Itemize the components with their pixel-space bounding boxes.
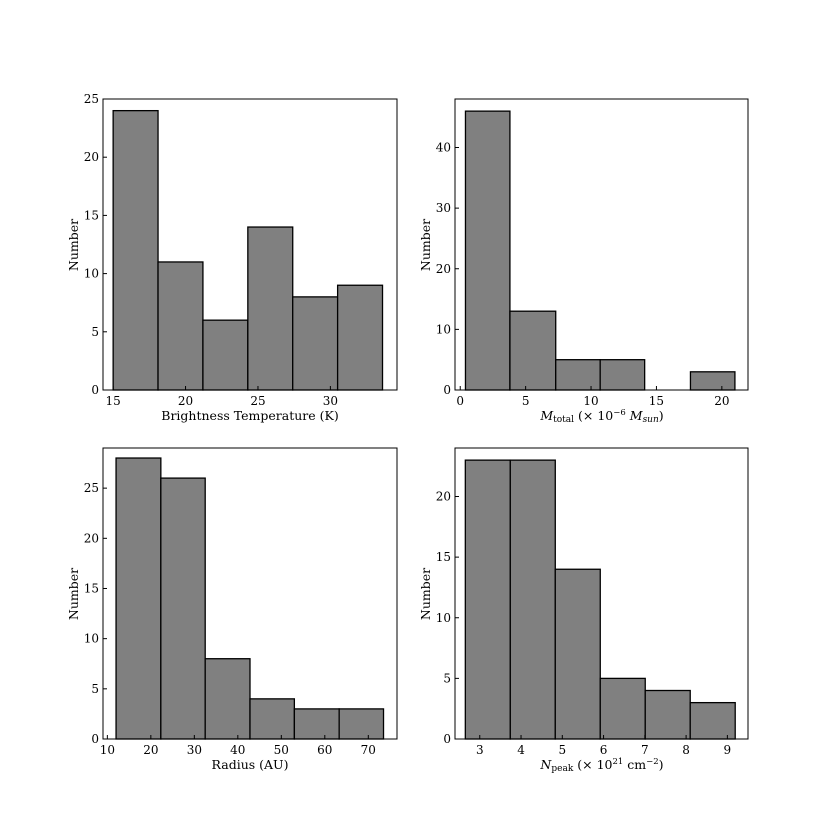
x-tick-label-radius-20: 20 — [143, 743, 158, 757]
histogram-bar-radius-2 — [204, 658, 251, 740]
histogram-bar-radius-0 — [115, 457, 162, 740]
histogram-bar-radius-4 — [293, 708, 340, 740]
histogram-bar-brightness-temperature-0 — [112, 109, 159, 391]
x-tick-label-total-mass-15: 15 — [649, 394, 664, 408]
x-tick-label-peak-column-density-9: 9 — [724, 743, 732, 757]
y-tick-label-brightness-temperature-5: 5 — [91, 325, 99, 339]
histogram-bar-total-mass-5 — [689, 371, 736, 391]
histogram-bar-peak-column-density-0 — [464, 459, 511, 740]
y-tick-label-brightness-temperature-15: 15 — [84, 208, 99, 222]
histogram-bar-brightness-temperature-1 — [157, 261, 204, 391]
histogram-bar-peak-column-density-1 — [509, 459, 556, 740]
histogram-bar-total-mass-3 — [599, 359, 646, 391]
x-tick-label-radius-30: 30 — [187, 743, 202, 757]
x-tick-label-total-mass-5: 5 — [522, 394, 530, 408]
x-tick-label-radius-40: 40 — [230, 743, 245, 757]
y-tick-label-radius-15: 15 — [84, 581, 99, 595]
y-tick-label-total-mass-0: 0 — [443, 383, 451, 397]
x-tick-label-peak-column-density-6: 6 — [600, 743, 608, 757]
x-tick-label-total-mass-10: 10 — [583, 394, 598, 408]
x-tick-label-peak-column-density-3: 3 — [476, 743, 484, 757]
xlabel-total-mass: Mtotal (× 10−6 Msun) — [539, 408, 663, 425]
ylabel-number-0: Number — [66, 219, 81, 271]
panel-total-mass: Mtotal (× 10−6 Msun) Number 0 5 10 15 20 0 10 2… — [418, 98, 749, 425]
ylabel-number-3: Number — [418, 568, 433, 620]
x-tick-label-radius-10: 10 — [100, 743, 115, 757]
histogram-bar-total-mass-1 — [509, 310, 557, 391]
x-tick-label-brightness-temperature-15: 15 — [105, 394, 120, 408]
xlabel-radius: Radius (AU) — [212, 757, 289, 772]
x-tick-label-peak-column-density-5: 5 — [558, 743, 566, 757]
x-tick-label-peak-column-density-4: 4 — [517, 743, 525, 757]
panel-peak-column-density: Npeak (× 1021 cm−2) Number 3 4 5 6 7 8 9 0 5 10 15… — [418, 447, 749, 774]
axes-frame-radius — [102, 447, 398, 740]
y-tick-label-radius-25: 25 — [84, 481, 99, 495]
histogram-bar-radius-5 — [338, 708, 385, 740]
y-tick-label-total-mass-20: 20 — [436, 262, 451, 276]
xlabel-peak-column-density: Npeak (× 1021 cm−2) — [539, 757, 663, 774]
x-tick-label-brightness-temperature-20: 20 — [178, 394, 193, 408]
y-tick-label-peak-column-density-10: 10 — [436, 611, 451, 625]
histogram-bar-brightness-temperature-4 — [292, 296, 339, 391]
histogram-bar-radius-3 — [249, 698, 296, 740]
histogram-bar-peak-column-density-2 — [554, 568, 601, 740]
axes-frame-brightness-temperature — [102, 98, 398, 391]
y-tick-label-peak-column-density-5: 5 — [443, 671, 451, 685]
y-tick-label-total-mass-10: 10 — [436, 322, 451, 336]
y-tick-label-brightness-temperature-10: 10 — [84, 267, 99, 281]
x-tick-label-peak-column-density-7: 7 — [641, 743, 649, 757]
xlabel-brightness-temperature: Brightness Temperature (K) — [161, 408, 338, 423]
y-tick-label-peak-column-density-20: 20 — [436, 490, 451, 504]
histogram-bar-peak-column-density-5 — [689, 701, 736, 740]
histogram-bar-total-mass-2 — [555, 359, 601, 391]
histogram-bar-peak-column-density-4 — [644, 689, 691, 740]
ylabel-number-2: Number — [66, 568, 81, 620]
histogram-bar-brightness-temperature-3 — [247, 226, 294, 391]
y-tick-label-brightness-temperature-20: 20 — [84, 150, 99, 164]
y-tick-label-peak-column-density-15: 15 — [436, 550, 451, 564]
x-tick-label-radius-70: 70 — [361, 743, 376, 757]
y-tick-label-radius-10: 10 — [84, 632, 99, 646]
y-tick-label-radius-0: 0 — [91, 732, 99, 746]
x-tick-label-brightness-temperature-25: 25 — [250, 394, 265, 408]
histogram-bar-radius-1 — [160, 477, 206, 740]
axes-frame-total-mass — [454, 98, 749, 391]
y-tick-label-total-mass-40: 40 — [436, 141, 451, 155]
panel-brightness-temperature: Brightness Temperature (K) Number 15 20 25… — [66, 92, 398, 423]
x-tick-label-peak-column-density-8: 8 — [682, 743, 690, 757]
x-tick-label-radius-50: 50 — [274, 743, 289, 757]
y-tick-label-total-mass-30: 30 — [436, 201, 451, 215]
y-tick-label-brightness-temperature-0: 0 — [91, 383, 99, 397]
x-tick-label-total-mass-20: 20 — [714, 394, 729, 408]
y-tick-label-radius-5: 5 — [91, 682, 99, 696]
y-tick-label-brightness-temperature-25: 25 — [84, 92, 99, 106]
histogram-bar-total-mass-0 — [464, 110, 511, 391]
x-tick-label-total-mass-0: 0 — [456, 394, 464, 408]
histogram-bar-brightness-temperature-5 — [336, 284, 384, 391]
ylabel-number-1: Number — [418, 219, 433, 271]
x-tick-label-brightness-temperature-30: 30 — [323, 394, 338, 408]
y-tick-label-radius-20: 20 — [84, 531, 99, 545]
axes-frame-peak-column-density — [454, 447, 749, 740]
y-tick-label-peak-column-density-0: 0 — [443, 732, 451, 746]
x-tick-label-radius-60: 60 — [317, 743, 332, 757]
histogram-bar-brightness-temperature-2 — [202, 319, 249, 391]
histogram-bar-peak-column-density-3 — [599, 677, 646, 740]
panel-radius: Radius (AU) Number 10 20 30 40 50 60 70 0 5 10 15 2… — [66, 447, 398, 772]
